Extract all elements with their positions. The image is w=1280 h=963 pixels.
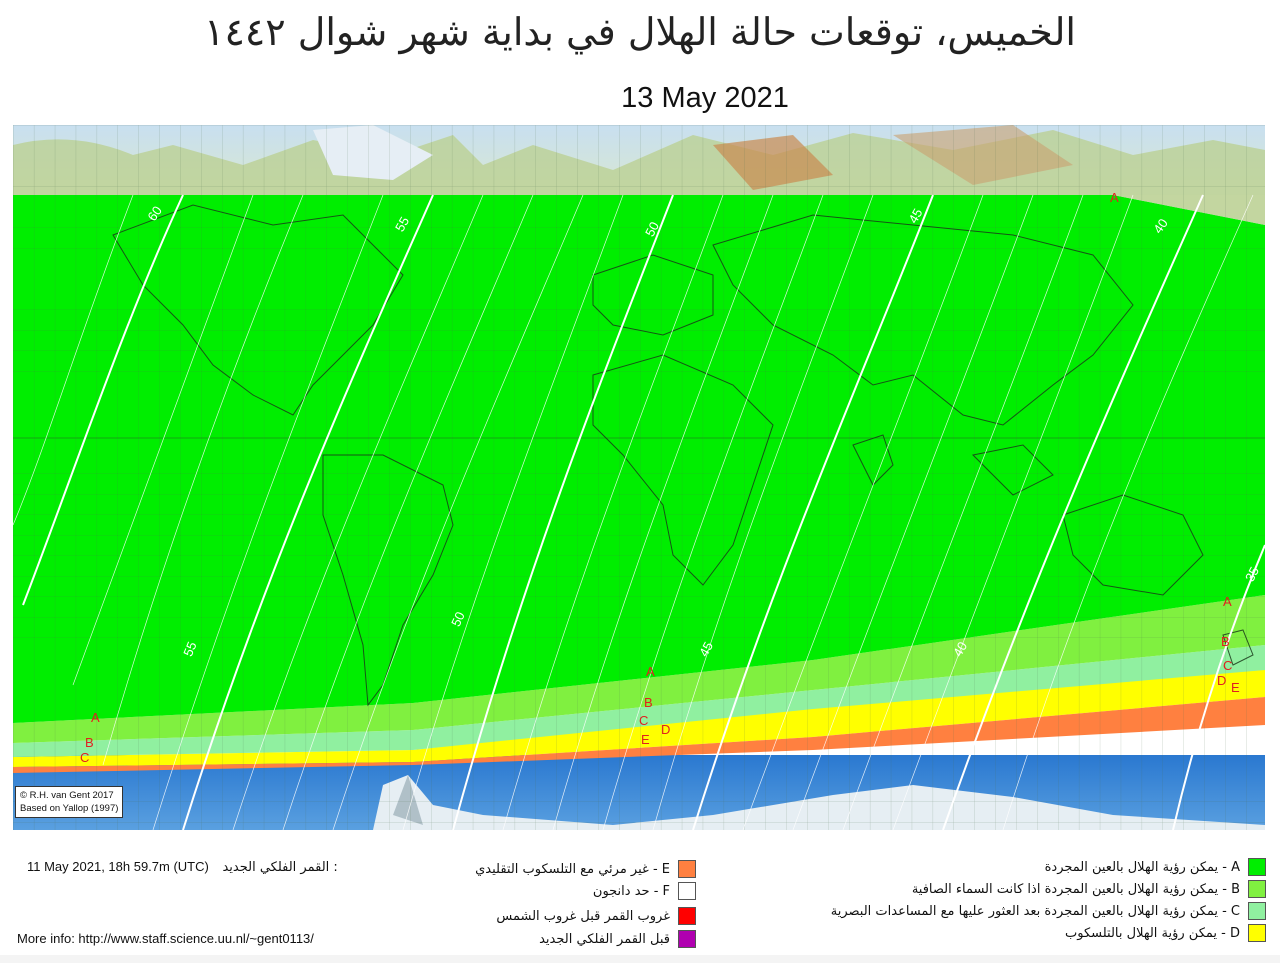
legend-swatch-a: [1248, 858, 1266, 876]
legend-swatch-d: [1248, 924, 1266, 942]
zone-letter: A: [1223, 594, 1232, 609]
legend-item-sunset: غروب القمر قبل غروب الشمس: [496, 907, 696, 925]
zone-letter: A: [646, 664, 655, 679]
bottom-strip: [0, 955, 1280, 963]
contour-label: 40: [950, 639, 970, 659]
contour-label: 50: [448, 609, 468, 628]
legend-swatch-f: [678, 882, 696, 900]
contour-label: 45: [905, 206, 925, 226]
zone-letter: D: [661, 722, 670, 737]
page-title: الخميس، توقعات حالة الهلال في بداية شهر …: [204, 10, 1076, 54]
map-date: 13 May 2021: [621, 82, 789, 114]
map-credit: © R.H. van Gent 2017 Based on Yallop (19…: [15, 786, 124, 818]
new-moon-info: 11 May 2021, 18h 59.7m (UTC) القمر الفلك…: [27, 859, 338, 875]
legend-item-a: A - يمكن رؤية الهلال بالعين المجردة: [1045, 858, 1266, 876]
zone-letter: C: [1223, 658, 1232, 673]
legend-swatch-sunset: [678, 907, 696, 925]
zone-letter: A: [91, 710, 100, 725]
contour-label: 40: [1150, 216, 1171, 236]
zone-letter: E: [1231, 680, 1240, 695]
zone-letter: B: [644, 695, 653, 710]
zone-letter: C: [80, 750, 89, 765]
legend-swatch-conjunction: [678, 930, 696, 948]
zone-letter: B: [1221, 634, 1230, 649]
altitude-contours-thin: [13, 194, 1254, 830]
continent-outlines: [112, 204, 1254, 707]
zone-letter: E: [641, 732, 650, 747]
legend-swatch-c: [1248, 902, 1266, 920]
new-moon-time: 11 May 2021, 18h 59.7m (UTC): [27, 859, 209, 874]
contour-label: 50: [642, 219, 662, 239]
legend-swatch-b: [1248, 880, 1266, 898]
legend-item-c: C - يمكن رؤية الهلال بالعين المجردة بعد …: [831, 902, 1266, 920]
legend-item-d: D - يمكن رؤية الهلال بالتلسكوب: [1065, 924, 1266, 942]
more-info-link[interactable]: More info: http://www.staff.science.uu.n…: [17, 931, 314, 946]
zone-letter: D: [1217, 673, 1226, 688]
legend-item-b: B - يمكن رؤية الهلال بالعين المجردة اذا …: [912, 880, 1266, 898]
zone-letter: C: [639, 713, 648, 728]
new-moon-label: القمر الفلكي الجديد :: [222, 860, 338, 875]
legend-item-f: F - حد دانجون: [593, 882, 696, 900]
contour-label: 55: [180, 640, 199, 659]
legend-swatch-e: [678, 860, 696, 878]
contour-label: 45: [696, 639, 716, 659]
altitude-contours: [22, 194, 1265, 830]
world-visibility-map: 60 55 50 45 40 55 50 45 40 35 A A B C A …: [13, 125, 1265, 830]
zone-letter: B: [85, 735, 94, 750]
contour-label: 55: [392, 214, 412, 234]
legend-item-e: E - غير مرئي مع التلسكوب التقليدي: [475, 860, 696, 878]
contour-label: 35: [1242, 564, 1262, 584]
contour-label: 60: [144, 203, 165, 223]
zone-letter: A: [1110, 190, 1119, 205]
legend-item-conjunction: قبل القمر الفلكي الجديد: [539, 930, 696, 948]
